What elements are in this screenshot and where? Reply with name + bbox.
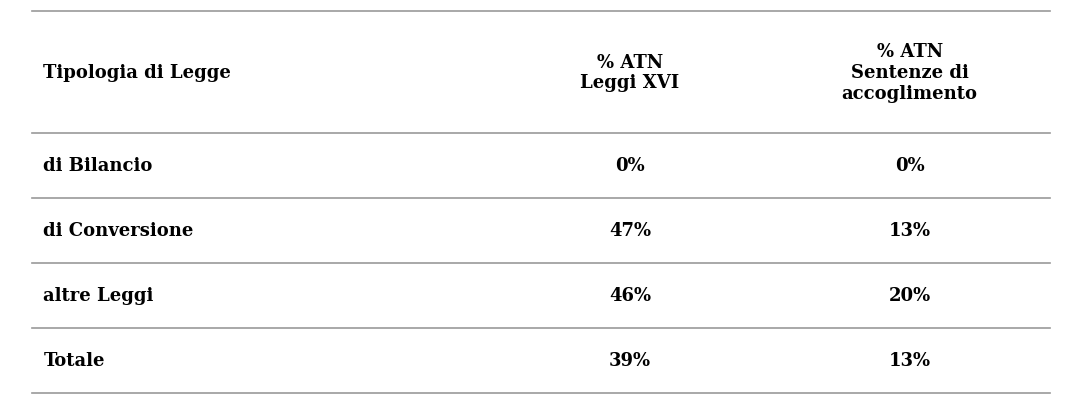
Text: 13%: 13%	[888, 352, 931, 369]
Text: di Conversione: di Conversione	[43, 222, 194, 240]
Text: Tipologia di Legge: Tipologia di Legge	[43, 64, 232, 82]
Text: Totale: Totale	[43, 352, 105, 369]
Text: altre Leggi: altre Leggi	[43, 287, 154, 305]
Text: 20%: 20%	[888, 287, 931, 305]
Text: 39%: 39%	[609, 352, 651, 369]
Text: % ATN
Sentenze di
accoglimento: % ATN Sentenze di accoglimento	[842, 43, 978, 102]
Text: 0%: 0%	[616, 157, 645, 175]
Text: 47%: 47%	[609, 222, 651, 240]
Text: 0%: 0%	[895, 157, 924, 175]
Text: di Bilancio: di Bilancio	[43, 157, 153, 175]
Text: 46%: 46%	[609, 287, 651, 305]
Text: % ATN
Leggi XVI: % ATN Leggi XVI	[580, 53, 679, 92]
Text: 13%: 13%	[888, 222, 931, 240]
